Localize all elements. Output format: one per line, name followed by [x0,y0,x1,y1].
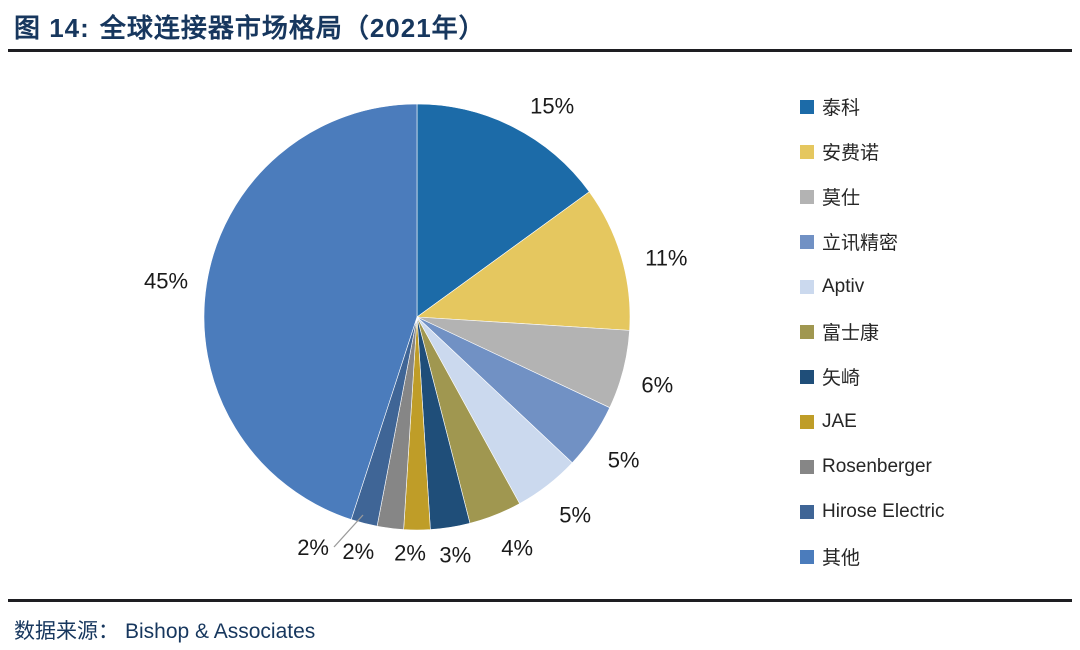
legend-swatch-icon [800,414,814,429]
legend-item-5: 富士康 [800,309,944,354]
legend-label: Rosenberger [822,455,932,477]
legend-swatch-icon [800,459,814,474]
legend-label: Aptiv [822,275,865,297]
legend-label: 莫仕 [822,188,861,209]
data-source: 数据来源： Bishop & Associates [14,615,315,645]
pie-value-label-10: 45% [144,268,188,293]
legend-swatch-icon [800,99,814,114]
pie-value-label-1: 11% [645,245,687,270]
pie-slice-0 [416,103,590,318]
legend-label: JAE [822,410,857,432]
legend-item-2: 莫仕 [800,174,944,219]
pie-value-label-9: 2% [297,535,329,560]
title-divider-line [8,49,1072,52]
figure-title: 图 14: 全球连接器市场格局（2021年） [14,8,486,45]
legend-label: 其他 [822,548,861,569]
legend-label: 安费诺 [822,143,880,164]
label-leader-line [333,514,364,548]
legend-item-6: 矢崎 [800,354,944,399]
pie-value-label-4: 5% [559,502,591,527]
legend-swatch-icon [800,369,814,384]
data-source-prefix: 数据来源： [14,619,119,643]
legend-item-0: 泰科 [800,84,944,129]
legend-item-4: Aptiv [800,264,944,309]
data-source-name: Bishop & Associates [125,620,316,643]
legend-item-8: Rosenberger [800,444,944,489]
legend-item-1: 安费诺 [800,129,944,174]
legend-swatch-icon [800,504,814,519]
pie-slice-1 [416,191,631,331]
legend-swatch-icon [800,234,814,249]
legend-swatch-icon [800,549,814,564]
figure-number: 图 14: [14,13,90,43]
pie-value-label-8: 2% [342,539,374,564]
pie-value-label-0: 15% [530,93,574,118]
figure-title-text: 全球连接器市场格局（2021年） [99,13,486,43]
legend-label: 富士康 [822,323,880,344]
legend-swatch-icon [800,324,814,339]
legend-label: 泰科 [822,98,861,119]
legend-item-3: 立讯精密 [800,219,944,264]
legend-item-9: Hirose Electric [800,489,944,534]
legend-item-10: 其他 [800,534,944,579]
legend-label: Hirose Electric [822,500,945,522]
pie-value-label-3: 5% [608,447,640,472]
source-divider-line [8,599,1072,602]
pie-value-label-2: 6% [641,373,673,398]
legend-label: 矢崎 [822,368,861,389]
legend-label: 立讯精密 [822,233,899,254]
chart-legend: 泰科安费诺莫仕立讯精密 Aptiv 富士康矢崎 JAE Rosenberger Hiros… [800,84,944,579]
pie-value-label-7: 2% [394,541,426,566]
legend-swatch-icon [800,144,814,159]
pie-value-label-5: 4% [501,536,533,561]
pie-value-label-6: 3% [439,543,471,568]
legend-swatch-icon [800,189,814,204]
legend-swatch-icon [800,279,814,294]
legend-item-7: JAE [800,399,944,444]
pie-slice-10 [203,103,418,520]
